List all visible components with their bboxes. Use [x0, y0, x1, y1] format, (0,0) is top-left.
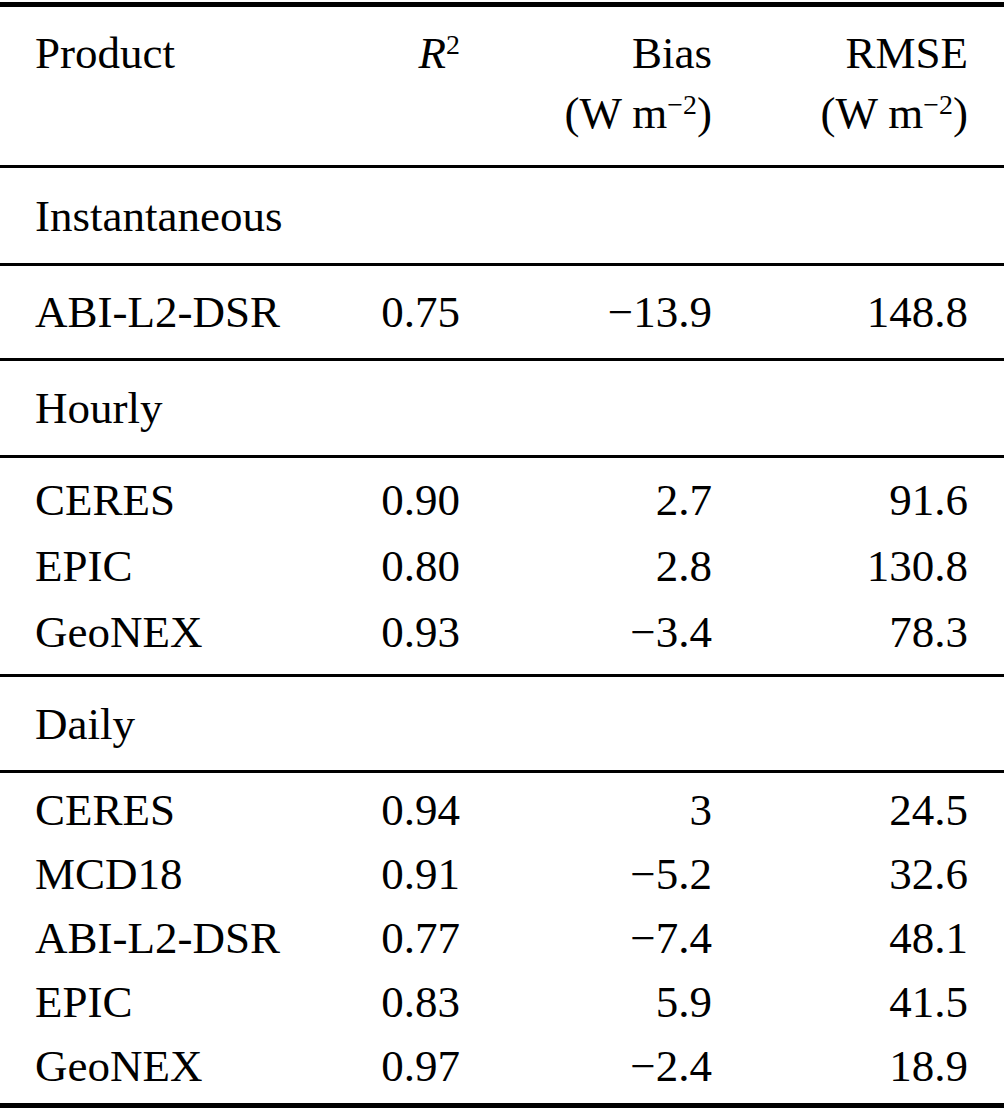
cell-bias: 5.9 [460, 976, 712, 1028]
cell-product: ABI-L2-DSR [35, 286, 315, 338]
rmse-unit-close: ) [953, 88, 968, 138]
bias-unit-close: ) [697, 88, 712, 138]
section-header-hourly: Hourly [0, 361, 1004, 455]
bias-unit-exponent: −2 [667, 89, 697, 120]
cell-r2: 0.90 [315, 474, 460, 526]
table-header-row: Product R2 Bias (W m−2) RMSE (W m−2) [0, 7, 1004, 165]
cell-r2: 0.77 [315, 912, 460, 964]
cell-r2: 0.80 [315, 540, 460, 592]
cell-rmse: 148.8 [712, 286, 968, 338]
table-row: EPIC 0.80 2.8 130.8 [0, 533, 1004, 599]
table-row: MCD18 0.91 −5.2 32.6 [0, 842, 1004, 906]
cell-rmse: 32.6 [712, 848, 968, 900]
cell-bias: 2.8 [460, 540, 712, 592]
cell-bias: 3 [460, 784, 712, 836]
col-header-bias-unit: (W m−2) [460, 83, 712, 143]
cell-product: GeoNEX [35, 1040, 315, 1092]
cell-product: GeoNEX [35, 606, 315, 658]
col-header-bias: Bias (W m−2) [460, 23, 712, 165]
table-row: GeoNEX 0.93 −3.4 78.3 [0, 599, 1004, 665]
cell-bias: 2.7 [460, 474, 712, 526]
table-row: EPIC 0.83 5.9 41.5 [0, 970, 1004, 1034]
cell-bias: −3.4 [460, 606, 712, 658]
col-header-r2-label: R2 [315, 23, 460, 83]
table-row: ABI-L2-DSR 0.75 −13.9 148.8 [0, 279, 1004, 345]
col-header-product: Product [35, 23, 315, 165]
col-header-rmse-unit: (W m−2) [712, 83, 968, 143]
cell-bias: −13.9 [460, 286, 712, 338]
table-row: GeoNEX 0.97 −2.4 18.9 [0, 1034, 1004, 1098]
cell-r2: 0.75 [315, 286, 460, 338]
r2-exponent: 2 [446, 29, 460, 60]
cell-bias: −2.4 [460, 1040, 712, 1092]
col-header-product-unit-spacer [35, 83, 315, 143]
section-title: Daily [35, 698, 135, 750]
table-row: CERES 0.90 2.7 91.6 [0, 467, 1004, 533]
cell-rmse: 130.8 [712, 540, 968, 592]
section-title: Hourly [35, 382, 163, 434]
section-body-hourly: CERES 0.90 2.7 91.6 EPIC 0.80 2.8 130.8 … [0, 458, 1004, 674]
cell-product: EPIC [35, 540, 315, 592]
bottom-rule [0, 1103, 1004, 1108]
cell-r2: 0.97 [315, 1040, 460, 1092]
col-header-r2: R2 [315, 23, 460, 165]
cell-rmse: 18.9 [712, 1040, 968, 1092]
rmse-unit-exponent: −2 [923, 89, 953, 120]
section-title: Instantaneous [35, 190, 282, 242]
cell-rmse: 91.6 [712, 474, 968, 526]
cell-rmse: 48.1 [712, 912, 968, 964]
cell-product: MCD18 [35, 848, 315, 900]
col-header-rmse-label: RMSE [712, 23, 968, 83]
cell-rmse: 41.5 [712, 976, 968, 1028]
bias-unit-open: (W m [564, 88, 667, 138]
col-header-product-label: Product [35, 23, 315, 83]
rmse-unit-open: (W m [820, 88, 923, 138]
cell-product: CERES [35, 784, 315, 836]
cell-r2: 0.93 [315, 606, 460, 658]
table-row: CERES 0.94 3 24.5 [0, 778, 1004, 842]
cell-rmse: 78.3 [712, 606, 968, 658]
col-header-rmse: RMSE (W m−2) [712, 23, 968, 165]
cell-product: EPIC [35, 976, 315, 1028]
stats-table: Product R2 Bias (W m−2) RMSE (W m−2) Ins… [0, 0, 1004, 1108]
cell-rmse: 24.5 [712, 784, 968, 836]
table-row: ABI-L2-DSR 0.77 −7.4 48.1 [0, 906, 1004, 970]
cell-r2: 0.94 [315, 784, 460, 836]
section-body-instantaneous: ABI-L2-DSR 0.75 −13.9 148.8 [0, 266, 1004, 358]
cell-bias: −7.4 [460, 912, 712, 964]
cell-bias: −5.2 [460, 848, 712, 900]
section-header-daily: Daily [0, 677, 1004, 770]
col-header-bias-label: Bias [460, 23, 712, 83]
cell-product: ABI-L2-DSR [35, 912, 315, 964]
r2-symbol: R [419, 28, 447, 78]
col-header-r2-unit-spacer [315, 83, 460, 143]
section-body-daily: CERES 0.94 3 24.5 MCD18 0.91 −5.2 32.6 A… [0, 773, 1004, 1103]
cell-r2: 0.91 [315, 848, 460, 900]
section-header-instantaneous: Instantaneous [0, 168, 1004, 263]
cell-r2: 0.83 [315, 976, 460, 1028]
cell-product: CERES [35, 474, 315, 526]
